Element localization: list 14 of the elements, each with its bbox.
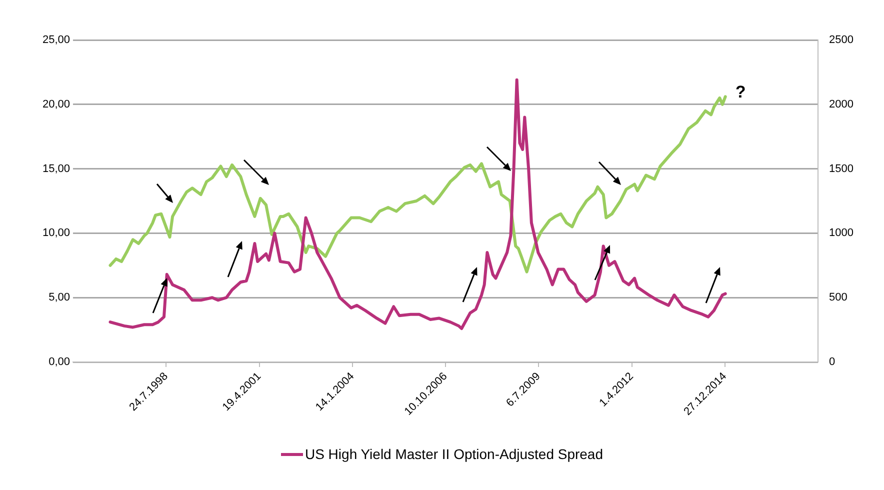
y2-tick-label: 500 [829, 292, 848, 304]
annotation: ? [735, 82, 746, 102]
y-tick-label: 15,00 [42, 162, 70, 175]
y2-tick-label: 0 [829, 356, 836, 368]
y-tick-label: 20,00 [42, 98, 70, 110]
legend-label: US High Yield Master II Option-Adjusted Spread [304, 446, 604, 462]
y-tick-label: 25,00 [42, 34, 70, 46]
y-tick-label: 5,00 [48, 292, 70, 304]
y2-tick-label: 1500 [829, 162, 854, 175]
y-tick-label: 0,00 [48, 356, 70, 368]
y2-tick-label: 1000 [829, 227, 854, 240]
y2-tick-label: 2000 [829, 98, 854, 110]
y-tick-label: 10,00 [42, 227, 70, 240]
y2-tick-label: 2500 [829, 34, 854, 46]
